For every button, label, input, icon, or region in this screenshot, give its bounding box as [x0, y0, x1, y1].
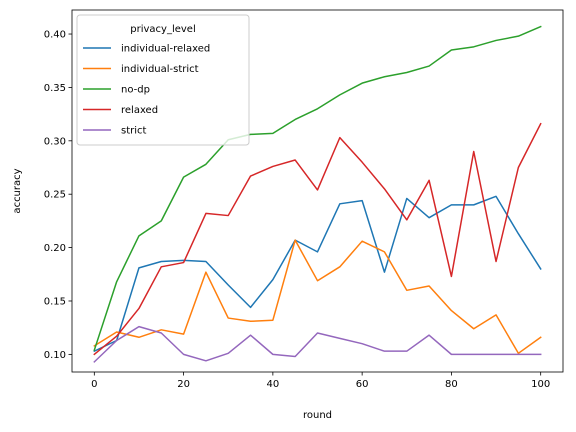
y-axis-ticks: 0.10 0.15 0.20 0.25 0.30 0.35 0.40 — [44, 30, 72, 361]
series-line-individual-relaxed — [93, 195, 542, 353]
y-tick-label: 0.15 — [44, 296, 66, 307]
y-tick-label: 0.25 — [44, 190, 66, 201]
legend-items: individual-relaxed individual-strict no-dp… — [83, 44, 210, 137]
series-lines — [93, 25, 542, 363]
x-tick-label: 20 — [177, 379, 190, 390]
x-axis-label: round — [303, 410, 332, 421]
x-axis-ticks: 0 20 40 60 80 100 — [91, 372, 550, 390]
legend-label-no-dp: no-dp — [121, 85, 150, 96]
x-tick-label: 80 — [445, 379, 458, 390]
y-axis-label: accuracy — [12, 168, 23, 213]
legend-label-individual-relaxed: individual-relaxed — [121, 44, 210, 55]
x-tick-label: 100 — [531, 379, 550, 390]
legend: privacy_level individual-relaxedindividu… — [76, 14, 250, 146]
series-line-strict — [93, 325, 542, 363]
series-line-no-dp — [93, 25, 542, 352]
y-tick-label: 0.20 — [44, 243, 66, 254]
x-tick-label: 60 — [356, 379, 369, 390]
legend-title: privacy_level — [130, 24, 195, 35]
x-tick-label: 40 — [266, 379, 279, 390]
legend-frame — [76, 14, 250, 146]
y-tick-label: 0.40 — [44, 30, 66, 41]
series-line-individual-strict — [93, 239, 542, 355]
legend-label-individual-strict: individual-strict — [121, 64, 199, 75]
y-tick-label: 0.10 — [44, 350, 66, 361]
legend-label-relaxed: relaxed — [121, 105, 158, 116]
plot-frame — [71, 9, 564, 373]
legend-label-strict: strict — [121, 126, 147, 137]
y-tick-label: 0.35 — [44, 83, 66, 94]
x-tick-label: 0 — [91, 379, 97, 390]
y-tick-label: 0.30 — [44, 136, 66, 147]
series-line-relaxed — [93, 122, 542, 356]
